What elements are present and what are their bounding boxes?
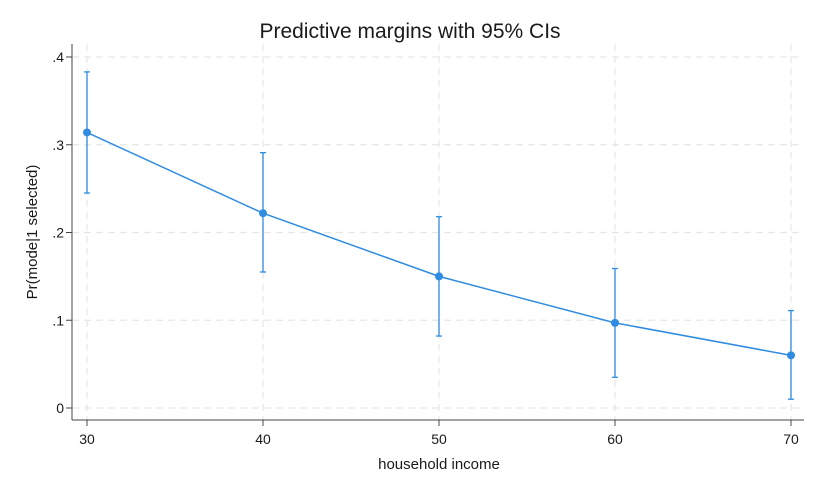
y-tick-label-0: 0 bbox=[56, 400, 64, 416]
data-point-1 bbox=[259, 209, 267, 218]
y-tick-label-1: .1 bbox=[52, 312, 64, 328]
x-tick-label-4: 70 bbox=[783, 431, 799, 447]
x-tick-label-2: 50 bbox=[431, 431, 447, 447]
y-tick-label-4: .4 bbox=[52, 49, 64, 65]
tick-layer: 0 .1 .2 .3 .4 30 40 50 60 70 bbox=[52, 49, 799, 447]
y-axis-label: Pr(mode|1 selected) bbox=[24, 165, 41, 300]
x-axis-label: household income bbox=[378, 456, 500, 473]
data-point-2 bbox=[435, 272, 443, 281]
data-point-4 bbox=[787, 351, 795, 360]
grid-layer bbox=[72, 44, 804, 420]
data-point-0 bbox=[83, 128, 91, 137]
series-layer bbox=[83, 71, 795, 400]
data-point-3 bbox=[611, 318, 619, 327]
x-tick-label-0: 30 bbox=[79, 431, 95, 447]
y-tick-label-2: .2 bbox=[52, 225, 64, 241]
y-tick-label-3: .3 bbox=[52, 137, 64, 153]
chart-title: Predictive margins with 95% CIs bbox=[259, 20, 560, 43]
x-tick-label-1: 40 bbox=[255, 431, 271, 447]
x-tick-label-3: 60 bbox=[607, 431, 623, 447]
